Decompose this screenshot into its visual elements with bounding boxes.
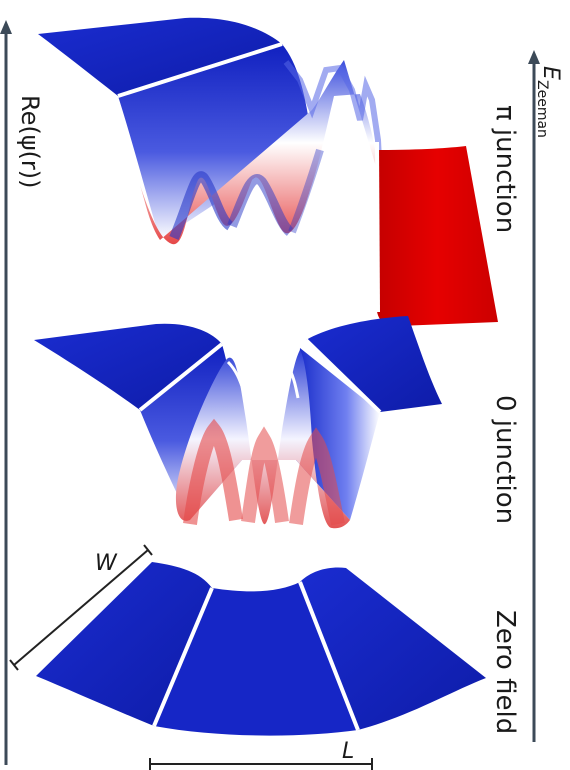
pi-junction-surface: [38, 17, 498, 326]
zero-junction-surface: [34, 316, 442, 529]
zero-oscillation-ridges: [175, 350, 350, 529]
zero-field-left-lead: [36, 562, 212, 726]
width-scale-bar: W: [9, 544, 153, 671]
pi-junction-label: π junction: [490, 105, 520, 233]
zero-right-lead: [306, 316, 442, 412]
pi-oscillation-ridges: [140, 60, 380, 245]
width-label: W: [95, 551, 118, 576]
zero-right-lead-body: [296, 348, 380, 520]
pi-left-lead-body: [118, 44, 312, 240]
zero-field-right-lead: [300, 567, 486, 730]
wavefunction-axis-arrow-icon: [0, 20, 12, 34]
zero-field-label: Zero field: [490, 610, 520, 734]
length-label: L: [342, 739, 354, 764]
zero-field-surface: [36, 562, 486, 736]
zero-junction-label: 0 junction: [490, 395, 520, 524]
pi-left-lead: [38, 17, 282, 97]
zeeman-energy-axis: E Zeeman: [528, 50, 563, 742]
zeeman-axis-label-main: E: [538, 66, 563, 80]
zero-left-lead: [34, 323, 222, 410]
zeeman-axis-label-sub: Zeeman: [534, 80, 550, 138]
zeeman-axis-arrow-icon: [528, 50, 540, 64]
pi-right-lead: [376, 146, 498, 326]
wavefunction-axis: Re(ψ(r)): [0, 20, 44, 765]
length-scale-bar: L: [149, 739, 373, 770]
zero-field-center: [154, 582, 358, 736]
wavefunction-axis-label: Re(ψ(r)): [16, 95, 44, 189]
